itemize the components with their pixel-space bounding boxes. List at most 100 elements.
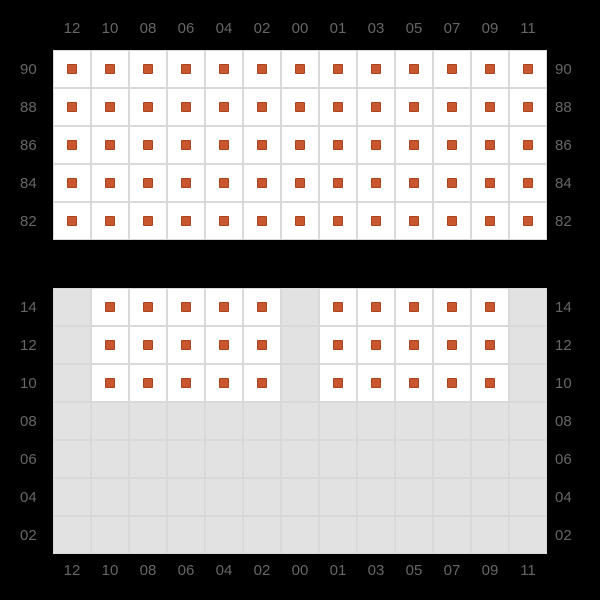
seat-cell[interactable] bbox=[281, 202, 319, 240]
seat-cell[interactable] bbox=[167, 50, 205, 88]
seat-cell[interactable] bbox=[357, 164, 395, 202]
seat-cell[interactable] bbox=[243, 202, 281, 240]
seat-cell[interactable] bbox=[91, 126, 129, 164]
seat-cell bbox=[281, 478, 319, 516]
seat-cell[interactable] bbox=[319, 88, 357, 126]
seat-cell[interactable] bbox=[509, 50, 547, 88]
seat-cell[interactable] bbox=[357, 364, 395, 402]
seat-marker bbox=[409, 64, 419, 74]
seat-cell[interactable] bbox=[395, 164, 433, 202]
seat-cell[interactable] bbox=[433, 164, 471, 202]
seat-cell[interactable] bbox=[205, 88, 243, 126]
seat-cell[interactable] bbox=[53, 50, 91, 88]
seat-cell[interactable] bbox=[167, 164, 205, 202]
seat-cell[interactable] bbox=[433, 126, 471, 164]
seat-cell[interactable] bbox=[471, 164, 509, 202]
seat-cell[interactable] bbox=[281, 126, 319, 164]
seat-cell[interactable] bbox=[433, 364, 471, 402]
seat-cell[interactable] bbox=[471, 364, 509, 402]
seat-cell[interactable] bbox=[167, 364, 205, 402]
seat-cell[interactable] bbox=[53, 126, 91, 164]
seat-cell[interactable] bbox=[129, 288, 167, 326]
row-label: 10 bbox=[555, 364, 572, 402]
seat-cell[interactable] bbox=[205, 126, 243, 164]
seat-cell[interactable] bbox=[395, 326, 433, 364]
seat-cell[interactable] bbox=[433, 88, 471, 126]
seat-cell[interactable] bbox=[129, 126, 167, 164]
seat-cell[interactable] bbox=[205, 288, 243, 326]
seat-cell[interactable] bbox=[129, 164, 167, 202]
seat-cell[interactable] bbox=[357, 326, 395, 364]
seat-cell[interactable] bbox=[53, 202, 91, 240]
seat-cell[interactable] bbox=[471, 88, 509, 126]
seat-marker bbox=[257, 102, 267, 112]
seat-cell[interactable] bbox=[205, 364, 243, 402]
seat-cell[interactable] bbox=[129, 364, 167, 402]
seat-cell[interactable] bbox=[471, 202, 509, 240]
seat-cell[interactable] bbox=[471, 126, 509, 164]
seat-cell[interactable] bbox=[395, 88, 433, 126]
seat-cell[interactable] bbox=[433, 326, 471, 364]
seat-cell[interactable] bbox=[357, 126, 395, 164]
seat-cell[interactable] bbox=[91, 288, 129, 326]
seat-cell[interactable] bbox=[471, 326, 509, 364]
seat-cell[interactable] bbox=[471, 288, 509, 326]
seat-cell[interactable] bbox=[91, 202, 129, 240]
seat-cell[interactable] bbox=[243, 364, 281, 402]
seat-cell[interactable] bbox=[395, 50, 433, 88]
seat-cell[interactable] bbox=[281, 88, 319, 126]
seat-cell[interactable] bbox=[243, 88, 281, 126]
seat-cell[interactable] bbox=[319, 202, 357, 240]
seat-cell[interactable] bbox=[129, 50, 167, 88]
seat-cell[interactable] bbox=[357, 88, 395, 126]
seat-cell[interactable] bbox=[205, 326, 243, 364]
seat-cell[interactable] bbox=[509, 202, 547, 240]
seat-cell[interactable] bbox=[395, 126, 433, 164]
seat-marker bbox=[485, 178, 495, 188]
seat-cell[interactable] bbox=[129, 326, 167, 364]
seat-cell[interactable] bbox=[243, 288, 281, 326]
seat-cell[interactable] bbox=[357, 50, 395, 88]
seat-cell[interactable] bbox=[205, 202, 243, 240]
seat-cell[interactable] bbox=[167, 126, 205, 164]
seat-cell[interactable] bbox=[91, 88, 129, 126]
seat-cell[interactable] bbox=[319, 364, 357, 402]
seat-cell[interactable] bbox=[509, 126, 547, 164]
seat-cell[interactable] bbox=[243, 326, 281, 364]
seat-cell[interactable] bbox=[319, 164, 357, 202]
seat-cell[interactable] bbox=[281, 164, 319, 202]
seat-cell[interactable] bbox=[243, 50, 281, 88]
seat-cell[interactable] bbox=[509, 164, 547, 202]
seat-cell[interactable] bbox=[167, 326, 205, 364]
seat-cell[interactable] bbox=[167, 88, 205, 126]
seat-cell[interactable] bbox=[129, 202, 167, 240]
seat-cell[interactable] bbox=[53, 164, 91, 202]
seat-cell[interactable] bbox=[167, 288, 205, 326]
seat-cell[interactable] bbox=[433, 50, 471, 88]
seat-cell[interactable] bbox=[471, 50, 509, 88]
seat-cell[interactable] bbox=[91, 326, 129, 364]
seat-cell[interactable] bbox=[205, 50, 243, 88]
seat-cell[interactable] bbox=[319, 126, 357, 164]
seat-cell[interactable] bbox=[205, 164, 243, 202]
seat-cell[interactable] bbox=[319, 288, 357, 326]
seat-cell[interactable] bbox=[357, 202, 395, 240]
seat-cell[interactable] bbox=[395, 288, 433, 326]
seat-cell[interactable] bbox=[129, 88, 167, 126]
seat-cell[interactable] bbox=[319, 326, 357, 364]
seat-cell[interactable] bbox=[91, 364, 129, 402]
seat-cell[interactable] bbox=[281, 50, 319, 88]
seat-cell[interactable] bbox=[357, 288, 395, 326]
seat-cell[interactable] bbox=[319, 50, 357, 88]
seat-cell[interactable] bbox=[433, 202, 471, 240]
seat-cell[interactable] bbox=[167, 202, 205, 240]
seat-cell[interactable] bbox=[91, 164, 129, 202]
seat-cell[interactable] bbox=[395, 202, 433, 240]
seat-cell[interactable] bbox=[53, 88, 91, 126]
seat-cell[interactable] bbox=[91, 50, 129, 88]
seat-cell[interactable] bbox=[243, 164, 281, 202]
seat-cell[interactable] bbox=[433, 288, 471, 326]
seat-cell[interactable] bbox=[243, 126, 281, 164]
seat-cell[interactable] bbox=[509, 88, 547, 126]
seat-cell[interactable] bbox=[395, 364, 433, 402]
